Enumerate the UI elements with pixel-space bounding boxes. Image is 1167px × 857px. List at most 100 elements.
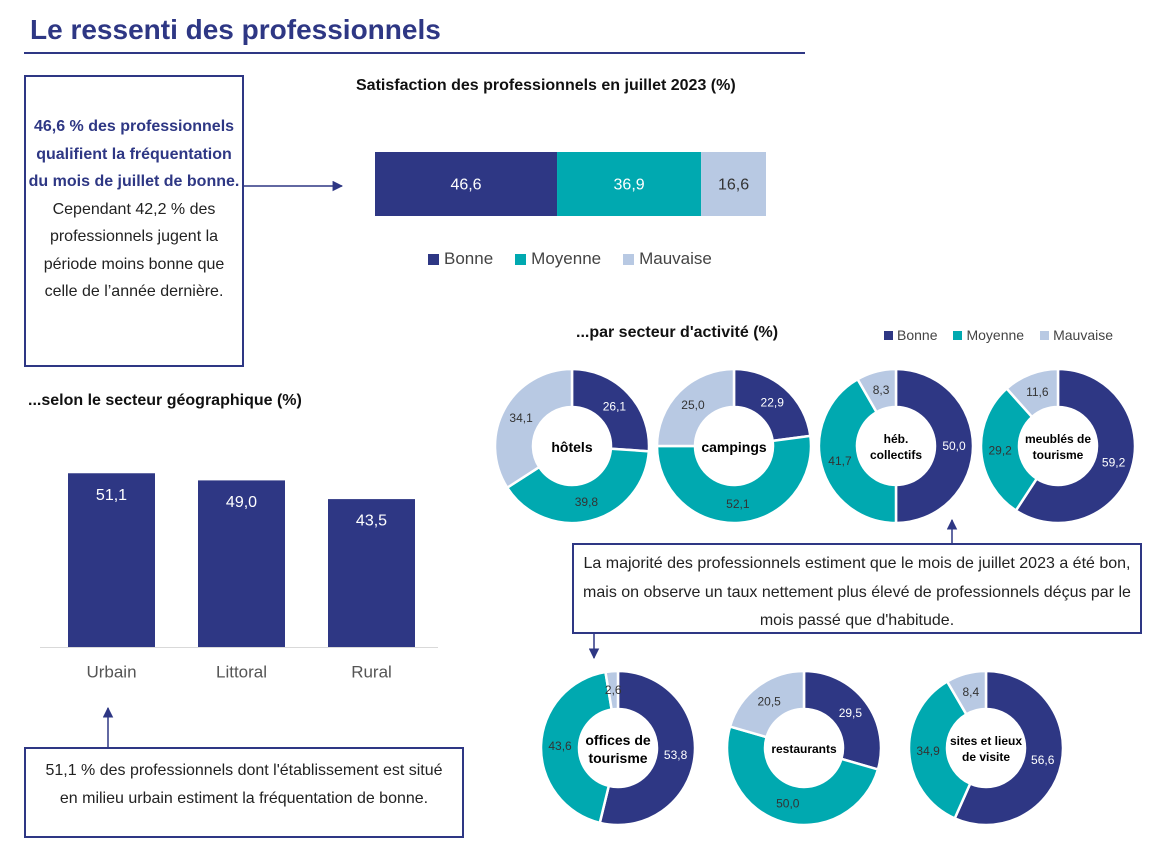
donut-value-campings-mauvaise: 25,0: [681, 398, 705, 412]
sector-legend-item-bonne: Bonne: [884, 327, 937, 343]
donut-slice-sites-et-lieux-de-visite-bonne: [953, 669, 1065, 827]
donut-center-label-hôtels: hôtels: [551, 439, 592, 455]
donut-center-label-sites-et-lieux-de-visite: sites et lieux: [950, 734, 1022, 748]
sector-legend-item-moyenne: Moyenne: [953, 327, 1024, 343]
donut-value-hôtels-mauvaise: 34,1: [509, 411, 533, 425]
donut-slice-meublés-de-tourisme-moyenne: [979, 386, 1039, 513]
donut-meublés-de-tourisme: 59,2 29,2 11,6 meublés de tourisme: [979, 367, 1137, 525]
geo-bar-value-rural: 43,5: [356, 513, 387, 530]
donut-slice-offices-de-tourisme-moyenne: [539, 670, 614, 825]
donut-value-héb-collectifs-bonne: 50,0: [942, 439, 966, 453]
stacked-label-mauvaise: 16,6: [718, 177, 749, 194]
donut-center-label-meublés-de-tourisme: tourisme: [1033, 448, 1084, 462]
donut-value-sites-et-lieux-de-visite-mauvaise: 8,4: [963, 685, 980, 699]
donut-slice-offices-de-tourisme-mauvaise: [604, 669, 620, 711]
geo-category-label-littoral: Littoral: [216, 663, 267, 682]
sector-legend-swatch-bonne: [884, 330, 893, 340]
donut-slice-restaurants-mauvaise: [728, 669, 806, 739]
donut-center-label-campings: campings: [701, 439, 767, 455]
sector-legend-label-bonne: Bonne: [897, 327, 938, 343]
sector-legend-item-mauvaise: Mauvaise: [1040, 327, 1113, 343]
legend-item-mauvaise: Mauvaise: [623, 249, 712, 269]
summary-highlight: 46,6 % des professionnels qualifient la …: [28, 118, 240, 190]
geo-callout: 51,1 % des professionnels dont l'établis…: [24, 747, 464, 838]
stacked-segment-moyenne: [557, 152, 702, 216]
stacked-chart-title: Satisfaction des professionnels en juill…: [356, 77, 736, 94]
sector-legend-label-moyenne: Moyenne: [966, 327, 1025, 343]
donut-value-héb-collectifs-mauvaise: 8,3: [873, 383, 890, 397]
geo-bar-value-littoral: 49,0: [226, 494, 257, 511]
stacked-label-moyenne: 36,9: [614, 177, 645, 194]
summary-text: Cependant 42,2 % des professionnels juge…: [43, 200, 225, 301]
donut-center-label-offices-de-tourisme: tourisme: [588, 750, 647, 766]
donut-slice-héb-collectifs-moyenne: [817, 377, 898, 525]
donut-campings: 22,9 52,1 25,0 campings: [655, 367, 813, 525]
stacked-segment-mauvaise: [701, 152, 766, 216]
donut-slice-restaurants-moyenne: [725, 724, 880, 827]
sector-chart-title: ...par secteur d'activité (%): [576, 324, 779, 341]
donut-slice-sites-et-lieux-de-visite-moyenne: [907, 679, 972, 821]
donut-center-label-restaurants: restaurants: [771, 742, 837, 756]
donut-héb-collectifs: 50,0 41,7 8,3 héb. collectifs: [817, 367, 975, 525]
donut-value-campings-moyenne: 52,1: [726, 497, 750, 511]
donut-slice-hôtels-bonne: [570, 367, 651, 453]
page-title: Le ressenti des professionnels: [30, 14, 441, 45]
geo-category-label-rural: Rural: [351, 663, 392, 682]
donut-slice-campings-bonne: [732, 367, 812, 443]
geo-bar-value-urbain: 51,1: [96, 487, 127, 504]
donut-value-meublés-de-tourisme-moyenne: 29,2: [988, 443, 1012, 457]
donut-center-label-meublés-de-tourisme: meublés de: [1025, 432, 1091, 446]
donut-slice-héb-collectifs-mauvaise: [855, 367, 898, 414]
legend-item-bonne: Bonne: [428, 249, 493, 269]
donut-slice-hôtels-moyenne: [505, 447, 651, 525]
summary-box: 46,6 % des professionnels qualifient la …: [24, 75, 244, 367]
donut-center-label-héb-collectifs: héb.: [884, 432, 909, 446]
geo-bar-urbain: [68, 473, 155, 647]
geo-category-label-urbain: Urbain: [86, 663, 136, 682]
sector-legend-swatch-mauvaise: [1040, 330, 1050, 340]
donut-value-offices-de-tourisme-moyenne: 43,6: [548, 739, 572, 753]
donut-value-meublés-de-tourisme-bonne: 59,2: [1102, 456, 1126, 470]
donut-slice-restaurants-bonne: [802, 669, 883, 772]
geo-bar-rural: [328, 499, 415, 647]
donut-slice-sites-et-lieux-de-visite-mauvaise: [945, 669, 988, 717]
donut-sites-et-lieux-de-visite: 56,6 34,9 8,4 sites et lieux de visite: [907, 669, 1065, 827]
donut-value-sites-et-lieux-de-visite-moyenne: 34,9: [916, 744, 940, 758]
donut-slice-campings-mauvaise: [655, 367, 736, 448]
geo-chart-title: ...selon le secteur géographique (%): [28, 392, 302, 409]
stacked-label-bonne: 46,6: [450, 177, 481, 194]
donut-slice-offices-de-tourisme-bonne: [598, 669, 697, 827]
legend-label-mauvaise: Mauvaise: [639, 249, 712, 268]
donut-value-héb-collectifs-moyenne: 41,7: [828, 454, 852, 468]
legend-swatch-moyenne: [515, 253, 527, 265]
donut-value-offices-de-tourisme-bonne: 53,8: [664, 748, 688, 762]
donut-hôtels: 26,1 39,8 34,1 hôtels: [493, 367, 651, 525]
sector-callout: La majorité des professionnels estiment …: [572, 543, 1142, 634]
donut-offices-de-tourisme: 53,8 43,6 2,6 offices de tourisme: [539, 669, 697, 827]
donut-value-meublés-de-tourisme-mauvaise: 11,6: [1026, 385, 1049, 399]
donut-center-label-sites-et-lieux-de-visite: de visite: [962, 750, 1010, 764]
sector-legend: Bonne Moyenne Mauvaise: [884, 327, 1129, 343]
stacked-legend: Bonne Moyenne Mauvaise: [428, 249, 734, 269]
donut-restaurants: 29,5 50,0 20,5 restaurants: [725, 669, 883, 827]
sector-legend-label-mauvaise: Mauvaise: [1053, 327, 1113, 343]
donut-value-restaurants-bonne: 29,5: [839, 706, 863, 720]
donut-slice-campings-moyenne: [655, 434, 813, 525]
donut-slice-hôtels-mauvaise: [493, 367, 574, 490]
legend-label-bonne: Bonne: [444, 249, 494, 268]
donut-center-label-héb-collectifs: collectifs: [870, 448, 922, 462]
donut-value-sites-et-lieux-de-visite-bonne: 56,6: [1031, 753, 1055, 767]
sector-legend-swatch-moyenne: [953, 330, 963, 340]
legend-swatch-mauvaise: [623, 253, 635, 265]
stacked-segment-bonne: [375, 152, 558, 216]
legend-swatch-bonne: [428, 253, 439, 265]
donut-value-hôtels-bonne: 26,1: [603, 399, 627, 413]
geo-bar-littoral: [198, 480, 285, 647]
title-underline: [24, 52, 805, 54]
donut-center-label-offices-de-tourisme: offices de: [585, 732, 651, 748]
legend-label-moyenne: Moyenne: [531, 249, 602, 268]
donut-value-campings-bonne: 22,9: [761, 395, 785, 409]
donut-value-restaurants-mauvaise: 20,5: [757, 695, 781, 709]
donut-slice-héb-collectifs-bonne: [894, 367, 975, 525]
